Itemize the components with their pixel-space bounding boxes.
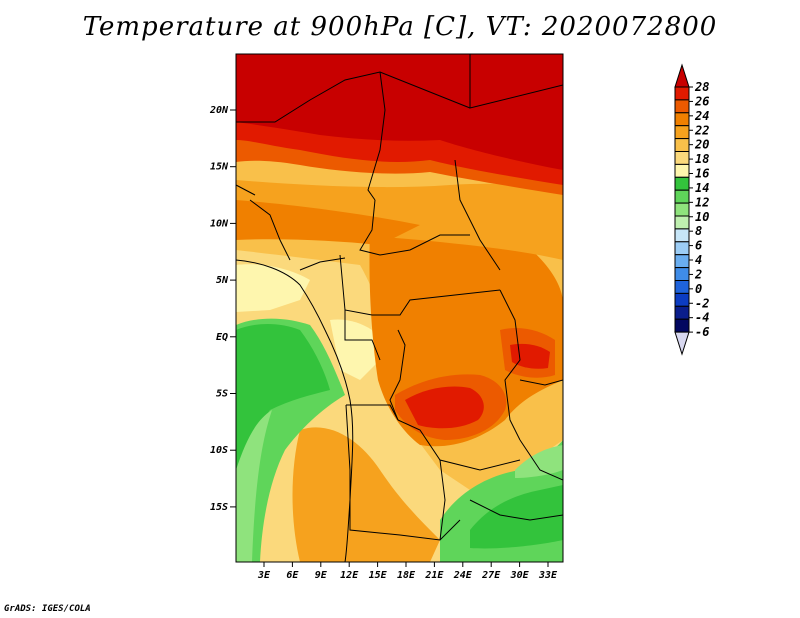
lon-label: 33E	[538, 570, 558, 581]
colorbar-label: 18	[695, 152, 709, 166]
colorbar-label: 4	[695, 253, 702, 267]
lon-label: 18E	[397, 570, 416, 581]
colorbar-label: 24	[694, 109, 709, 123]
colorbar-label: 10	[695, 210, 709, 224]
colorbar-box	[674, 125, 690, 140]
colorbar-box	[674, 292, 690, 307]
lon-label: 21E	[424, 570, 444, 581]
colorbar-box	[674, 267, 690, 282]
lon-label: 15E	[369, 570, 388, 581]
colorbar-label: 26	[694, 94, 709, 108]
colorbar-box	[674, 215, 690, 230]
colorbar-label: 6	[695, 239, 702, 253]
colorbar-label: -6	[695, 325, 709, 339]
colorbar-box	[674, 280, 690, 294]
colorbar-box	[674, 202, 690, 217]
lat-label: 15S	[210, 502, 228, 513]
colorbar-label: -2	[695, 296, 709, 310]
colorbar-label: 2	[694, 267, 702, 281]
lat-label: 15N	[210, 162, 229, 173]
colorbar-box	[674, 176, 690, 191]
colorbar-label: 22	[694, 123, 709, 137]
lat-label: 20N	[209, 105, 229, 116]
colorbar-box	[674, 138, 690, 153]
lon-label: 3E	[257, 570, 271, 581]
lon-label: 6E	[286, 570, 299, 581]
colorbar-label: 8	[695, 224, 702, 238]
colorbar-box	[674, 86, 690, 101]
map-frame	[235, 53, 564, 563]
colorbar-box	[674, 112, 690, 127]
lat-label: 10S	[210, 445, 228, 456]
grads-credit: GrADS: IGES/COLA	[4, 604, 91, 614]
lat-label: EQ	[216, 332, 228, 343]
colorbar-box	[674, 151, 690, 165]
colorbar-box	[674, 189, 690, 204]
lat-label: 5S	[216, 389, 228, 400]
colorbar-box	[674, 318, 690, 333]
longitude-axis: 3E 6E 9E 12E 15E 18E 21E 24E 27E 30E 33E	[257, 562, 558, 581]
colorbar-label: -4	[695, 311, 709, 325]
lon-label: 24E	[453, 570, 473, 581]
colorbar-box	[674, 241, 690, 256]
colorbar-top-arrow	[674, 63, 690, 88]
temperature-field	[236, 54, 563, 562]
latitude-axis: 20N 15N 10N 5N EQ 5S 10S 15S	[209, 105, 236, 513]
colorbar-bottom-arrow	[674, 331, 690, 356]
colorbar-label: 28	[694, 80, 709, 94]
colorbar-label: 12	[695, 195, 709, 209]
lon-label: 30E	[510, 570, 530, 581]
colorbar-box	[674, 254, 690, 269]
lon-label: 27E	[481, 570, 501, 581]
colorbar-label: 0	[695, 282, 702, 296]
colorbar-label: 20	[694, 138, 709, 152]
lon-label: 12E	[340, 570, 359, 581]
colorbar-box	[674, 228, 690, 243]
colorbar-box	[674, 163, 690, 178]
country-borders	[236, 54, 563, 562]
colorbar-label: 16	[695, 167, 709, 181]
colorbar-box	[674, 99, 690, 114]
lat-label: 5N	[216, 275, 229, 286]
lon-label: 9E	[315, 570, 328, 581]
colorbar-box	[674, 305, 690, 320]
lat-label: 10N	[210, 218, 229, 229]
map-title: Temperature at 900hPa [C], VT: 202007280…	[82, 12, 718, 42]
colorbar-label: 14	[695, 181, 709, 195]
